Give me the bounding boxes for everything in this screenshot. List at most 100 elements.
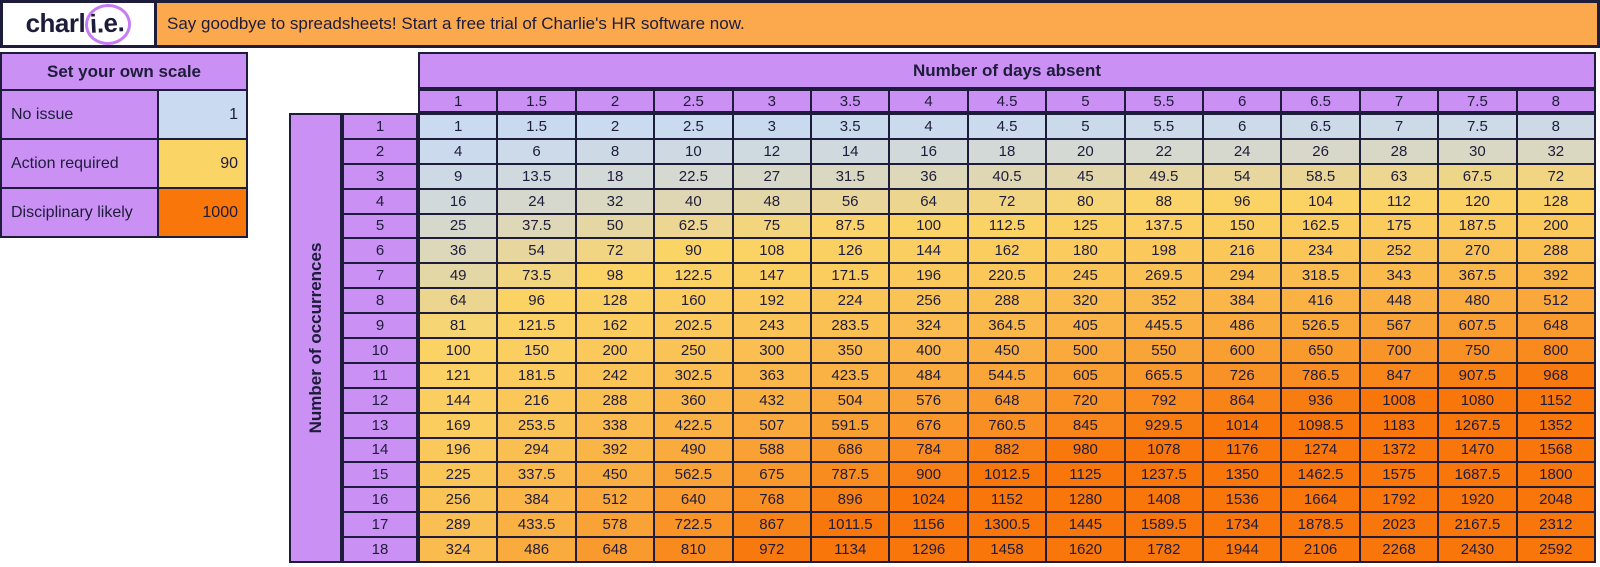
- matrix-cell: 256: [419, 487, 498, 513]
- matrix-cell: 578: [575, 512, 655, 538]
- matrix-cell: 1620: [1046, 537, 1125, 562]
- occurrences-header-label: Number of occurrences: [305, 242, 325, 434]
- matrix-cell: 1183: [1359, 412, 1439, 438]
- matrix-cell: 500: [1046, 338, 1125, 363]
- matrix-cell: 1008: [1359, 387, 1439, 413]
- matrix-cell: 343: [1359, 263, 1439, 289]
- matrix-cell: 96: [497, 288, 576, 314]
- matrix-cell: 726: [1203, 362, 1282, 388]
- matrix-cell: 1408: [1124, 487, 1203, 513]
- matrix-cell: 200: [575, 338, 655, 363]
- matrix-cell: 337.5: [497, 462, 576, 488]
- matrix-cell: 8: [575, 138, 655, 164]
- matrix-cell: 640: [654, 487, 733, 513]
- scale-value-cell[interactable]: 1: [157, 91, 246, 138]
- matrix-cell: 1664: [1281, 487, 1360, 513]
- row-header-cell: 17: [343, 512, 417, 538]
- matrix-cell: 300: [732, 338, 811, 363]
- matrix-cell: 181.5: [497, 362, 576, 388]
- matrix-cell: 28: [1359, 138, 1439, 164]
- column-header-cell: 3: [732, 90, 811, 112]
- column-header-cell: 6: [1203, 90, 1282, 112]
- matrix-cell: 187.5: [1438, 213, 1517, 239]
- matrix-cell: 18: [967, 138, 1047, 164]
- matrix-cell: 1782: [1124, 537, 1203, 562]
- matrix-cell: 37.5: [497, 213, 576, 239]
- matrix-cell: 6.5: [1281, 114, 1360, 139]
- column-header-cell: 7.5: [1438, 90, 1517, 112]
- matrix-cell: 58.5: [1281, 163, 1360, 189]
- matrix-cell: 320: [1046, 288, 1125, 314]
- matrix-cell: 486: [497, 537, 576, 562]
- matrix-cell: 220.5: [967, 263, 1047, 289]
- matrix-cell: 562.5: [654, 462, 733, 488]
- matrix-cell: 96: [1203, 188, 1282, 214]
- matrix-cell: 80: [1046, 188, 1125, 214]
- matrix-cell: 125: [1046, 213, 1125, 239]
- matrix-cell: 5.5: [1124, 114, 1203, 139]
- matrix-cell: 600: [1203, 338, 1282, 363]
- matrix-cell: 180: [1046, 238, 1125, 264]
- matrix-cell: 1350: [1203, 462, 1282, 488]
- matrix-cell: 16: [419, 188, 498, 214]
- matrix-cell: 22: [1124, 138, 1203, 164]
- matrix-cell: 972: [732, 537, 811, 562]
- matrix-cell: 1300.5: [967, 512, 1047, 538]
- matrix-cell: 1134: [811, 537, 890, 562]
- matrix-cell: 12: [732, 138, 811, 164]
- matrix-cell: 245: [1046, 263, 1125, 289]
- matrix-cell: 423.5: [811, 362, 890, 388]
- matrix-cell: 18: [575, 163, 655, 189]
- column-header-cell: 3.5: [811, 90, 890, 112]
- matrix-cell: 1274: [1281, 437, 1360, 463]
- matrix-cell: 48: [732, 188, 811, 214]
- matrix-cell: 234: [1281, 238, 1360, 264]
- matrix-cell: 54: [1203, 163, 1282, 189]
- matrix-cell: 175: [1359, 213, 1439, 239]
- matrix-cell: 1011.5: [811, 512, 890, 538]
- scale-row-no-issue: No issue 1: [2, 89, 246, 138]
- charlie-logo[interactable]: charl i.e.: [0, 0, 157, 48]
- matrix-cell: 1920: [1438, 487, 1517, 513]
- matrix-cell: 192: [732, 288, 811, 314]
- scale-label: Disciplinary likely: [2, 189, 157, 236]
- matrix-cell: 50: [575, 213, 655, 239]
- matrix-cell: 1280: [1046, 487, 1125, 513]
- matrix-cell: 526.5: [1281, 313, 1360, 338]
- matrix-cell: 7: [1359, 114, 1439, 139]
- matrix-cell: 171.5: [811, 263, 890, 289]
- scale-panel: Set your own scale No issue 1 Action req…: [0, 52, 248, 238]
- matrix-cell: 160: [654, 288, 733, 314]
- matrix-cell: 2430: [1438, 537, 1517, 562]
- matrix-cell: 1176: [1203, 437, 1282, 463]
- matrix-cell: 2167.5: [1438, 512, 1517, 538]
- promo-banner[interactable]: Say goodbye to spreadsheets! Start a fre…: [157, 0, 1600, 48]
- matrix-cell: 722.5: [654, 512, 733, 538]
- column-header-cell: 2: [575, 90, 655, 112]
- row-header-cell: 8: [343, 288, 417, 314]
- row-header-cell: 16: [343, 487, 417, 513]
- row-header-cell: 1: [343, 114, 417, 139]
- matrix-cell: 36: [889, 163, 968, 189]
- matrix-cell: 253.5: [497, 412, 576, 438]
- matrix-cell: 31.5: [811, 163, 890, 189]
- matrix-cell: 2312: [1516, 512, 1595, 538]
- matrix-cell: 27: [732, 163, 811, 189]
- matrix-cell: 384: [497, 487, 576, 513]
- matrix-cell: 588: [732, 437, 811, 463]
- matrix-cell: 1267.5: [1438, 412, 1517, 438]
- scale-value-cell[interactable]: 1000: [157, 189, 246, 236]
- matrix-cell: 128: [1516, 188, 1595, 214]
- matrix-cell: 550: [1124, 338, 1203, 363]
- column-header-cell: 1.5: [497, 90, 576, 112]
- matrix-cell: 126: [811, 238, 890, 264]
- matrix-cell: 400: [889, 338, 968, 363]
- matrix-cell: 122.5: [654, 263, 733, 289]
- matrix-cell: 867: [732, 512, 811, 538]
- matrix-cell: 384: [1203, 288, 1282, 314]
- matrix-cell: 422.5: [654, 412, 733, 438]
- scale-value-cell[interactable]: 90: [157, 140, 246, 187]
- matrix-cell: 490: [654, 437, 733, 463]
- row-headers: 1 2 3 4 5 6 7 8 9 10 11 12 13 14 15 16 17 18: [342, 113, 418, 563]
- column-header-cell: 5: [1046, 90, 1125, 112]
